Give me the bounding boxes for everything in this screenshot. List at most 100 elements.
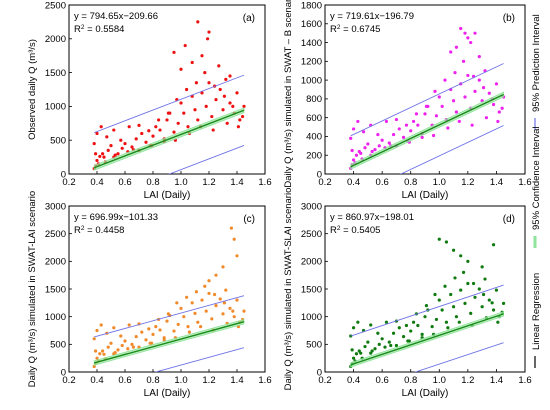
data-point [172, 329, 176, 333]
plot-frame-a [68, 4, 266, 175]
data-point [225, 121, 229, 125]
data-point [477, 55, 481, 59]
data-point [214, 304, 218, 308]
y-axis-label: Observed daily Q (m³/s) [27, 39, 38, 140]
data-point [175, 301, 179, 305]
scatter-points [349, 26, 506, 170]
data-point [165, 319, 169, 323]
data-point [376, 132, 380, 137]
data-point [238, 118, 242, 122]
data-point [92, 364, 96, 369]
data-point [154, 325, 158, 329]
data-point [95, 328, 99, 333]
data-point [158, 328, 162, 332]
y-tick-label: 1400 [301, 38, 322, 49]
data-point [228, 101, 232, 105]
data-point [140, 330, 144, 334]
data-point [179, 306, 183, 310]
data-point [229, 226, 233, 230]
data-point [221, 265, 225, 269]
x-tick-label: 0.6 [118, 177, 131, 188]
data-point [494, 288, 499, 292]
data-point [193, 311, 197, 315]
data-point [496, 119, 500, 124]
data-point [200, 54, 204, 58]
data-point [154, 125, 158, 129]
x-tick-label: 0.2 [318, 177, 331, 188]
data-point [366, 340, 370, 344]
data-point [119, 334, 123, 338]
y-tick-label: 3000 [45, 201, 66, 212]
data-point [190, 60, 194, 65]
y-tick-label: 600 [306, 113, 322, 124]
prediction-lower-line [414, 342, 504, 372]
x-tick-label: 1.0 [174, 177, 187, 188]
y-tick-label: 2000 [45, 257, 66, 268]
data-point [423, 315, 427, 319]
data-point [157, 118, 161, 122]
data-point [211, 128, 215, 132]
data-point [186, 325, 190, 329]
data-point [480, 305, 484, 309]
data-point [440, 104, 444, 108]
data-point [144, 140, 148, 144]
data-point [196, 118, 200, 122]
x-tick-label: 1.4 [490, 375, 503, 386]
data-point [359, 351, 363, 355]
data-point [461, 270, 466, 274]
data-point [185, 295, 189, 299]
x-tick-label: 0.4 [90, 375, 103, 386]
data-point [370, 349, 374, 353]
data-point [373, 147, 377, 152]
data-point [433, 89, 437, 93]
x-tick-label: 0.2 [62, 177, 75, 188]
data-point [130, 145, 134, 149]
data-point [102, 352, 106, 356]
prediction-upper-line [350, 63, 504, 137]
data-point [105, 135, 109, 139]
data-point [228, 74, 232, 78]
y-tick-label: 0 [61, 367, 66, 378]
data-point [354, 352, 359, 356]
data-point [231, 104, 235, 108]
data-point [424, 304, 429, 308]
panel-label: (c) [243, 214, 255, 225]
x-axis-label: LAI (Daily) [402, 190, 449, 201]
data-point [109, 341, 113, 345]
y-tick-label: 1500 [45, 68, 66, 79]
data-point [416, 123, 420, 127]
data-point [94, 152, 98, 156]
r-squared: R2 = 0.4458 [74, 225, 124, 237]
data-point [407, 339, 411, 343]
data-point [166, 312, 170, 316]
data-point [424, 104, 429, 108]
data-point [449, 292, 453, 297]
data-point [453, 71, 457, 75]
data-point [463, 31, 467, 35]
data-point [463, 95, 467, 99]
y-tick-label: 500 [50, 340, 66, 351]
data-point [497, 110, 501, 114]
data-point [183, 43, 187, 48]
x-tick-label: 0.4 [347, 177, 360, 188]
panel-label: (a) [243, 13, 255, 24]
data-point [210, 114, 214, 119]
data-point [356, 119, 360, 124]
data-point [95, 356, 99, 360]
data-point [457, 320, 461, 324]
data-point [409, 329, 413, 333]
data-point [377, 144, 381, 148]
data-point [451, 248, 456, 252]
data-point [112, 326, 116, 330]
data-point [127, 323, 131, 327]
data-point [376, 331, 380, 335]
x-tick-label: 0.4 [347, 375, 360, 386]
data-point [196, 20, 200, 24]
data-point [351, 127, 356, 131]
data-point [95, 158, 99, 163]
data-point [473, 295, 477, 299]
x-tick-label: 1.4 [490, 177, 503, 188]
data-point [235, 254, 239, 258]
data-point [151, 134, 155, 138]
